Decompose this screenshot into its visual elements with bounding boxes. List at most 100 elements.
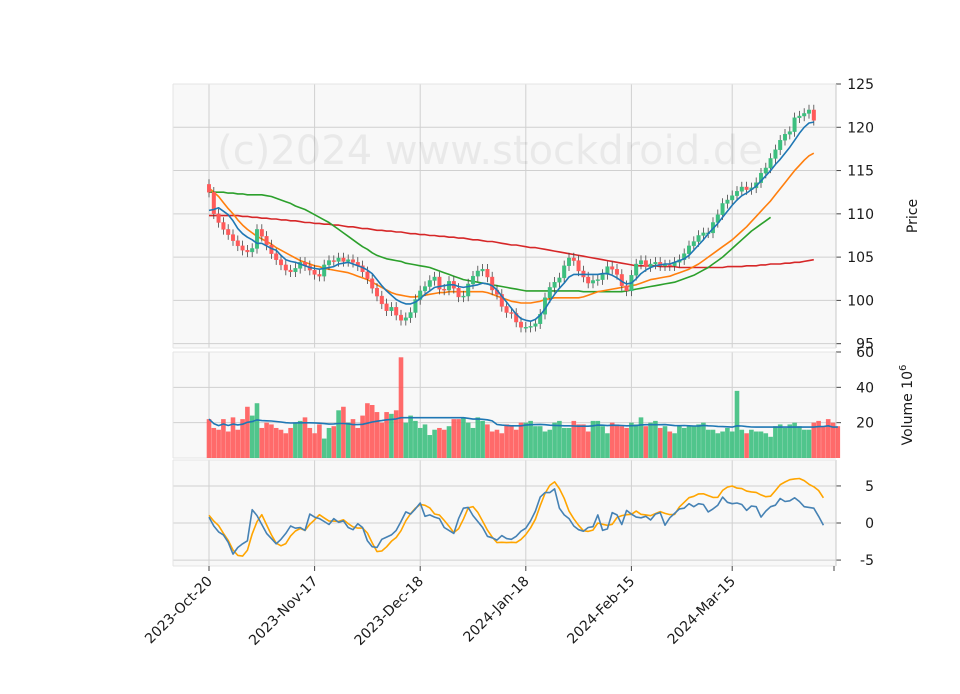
candle-up [480,269,485,272]
volume-bar-up [797,426,802,458]
volume-bar-down [441,429,447,458]
volume-bar-down [317,424,322,458]
volume-panel: 20 40 60 Volume 106 [172,345,916,459]
volume-bar-up [600,426,605,458]
volume-bar-up [787,424,793,458]
candle-up [423,286,428,292]
candle-up [408,312,413,318]
ma-very-long-line [209,214,814,269]
candle-up [735,191,740,196]
candle-up [730,195,735,201]
candle-up [346,259,351,262]
candle-up [591,280,596,284]
volume-bar-up [801,429,807,458]
candle-down [624,285,629,292]
volume-bar-down [571,420,577,458]
oscillator-panel: -5 0 5 [172,459,874,569]
volume-bar-down [825,419,831,458]
candle-up [552,282,557,288]
volume-bar-up [470,427,476,458]
candle-up [639,260,644,265]
candle-up [783,134,788,141]
volume-bar-up [753,431,759,458]
volume-bar-up [461,417,466,458]
candle-down [206,184,211,193]
price-background [173,84,836,348]
price-ytick-label: 105 [847,250,874,266]
volume-bar-down [360,415,365,458]
x-tick-label: 2024-Jan-18 [461,574,533,646]
volume-bar-up [465,422,471,458]
volume-bar-down [283,433,289,458]
candle-up [327,260,332,266]
volume-bar-down [624,427,629,458]
volume-bar-down [398,357,404,458]
volume-bar-up [561,427,567,458]
candle-down [245,249,250,253]
oscillator-ytick-label: 5 [865,479,874,495]
candle-down [384,303,389,311]
volume-bar-up [552,422,557,458]
oscillator-background [173,460,836,566]
volume-bar-up [480,420,485,458]
candle-up [254,229,259,249]
candle-up [293,268,298,273]
volume-bar-up [725,427,730,458]
candle-up [778,140,783,150]
candle-down [615,269,620,275]
volume-bar-down [437,427,442,458]
volume-bar-down [494,429,500,458]
volume-bar-up [768,436,773,458]
candle-down [499,294,504,307]
volume-bar-down [499,433,505,458]
volume-bar-up [729,431,735,458]
volume-axis-label: Volume 106 [898,365,916,446]
oscillator-ytick-label: 0 [865,516,874,532]
candle-down [279,259,284,266]
candle-up [528,326,533,328]
candle-up [691,241,696,247]
x-tick-label: 2023-Oct-20 [142,574,216,648]
volume-bar-down [518,422,524,458]
volume-bar-down [350,419,356,458]
volume-bar-up [777,424,783,458]
volume-bar-up [542,431,548,458]
candle-up [725,199,730,204]
price-ytick-label: 120 [847,120,874,136]
candle-down [288,269,293,273]
volume-bar-down [369,405,375,458]
volume-bar-up [633,424,639,458]
candle-down [317,274,322,277]
volume-bar-up [638,417,644,458]
volume-bar-up [326,427,332,458]
volume-bar-down [302,417,308,458]
candle-up [600,274,605,280]
volume-bar-up [417,427,423,458]
candle-up [663,264,668,267]
candle-up [653,262,658,265]
volume-bar-down [489,431,495,458]
candle-up [403,317,408,321]
volume-bar-up [662,426,668,458]
volume-bar-up [648,422,653,458]
volume-bar-down [614,424,620,458]
candle-up [739,186,744,192]
volume-bar-down [278,429,284,458]
ma-short-line [208,121,814,322]
volume-bar-down [221,419,226,458]
price-axis-label: Price [905,199,921,233]
volume-bar-up [533,426,538,458]
candle-up [648,263,653,267]
price-panel: 95 100 105 110 115 120 125 Price [172,77,921,353]
candle-down [235,240,240,247]
candle-up [557,277,562,283]
volume-bar-up [792,422,797,458]
oscillator-ytick-label: -5 [860,553,874,569]
candle-up [701,232,706,236]
volume-bar-up [523,422,529,458]
volume-bar-up [681,427,687,458]
volume-ytick-label: 40 [856,380,874,396]
candle-down [519,321,524,328]
candle-up [687,245,692,254]
